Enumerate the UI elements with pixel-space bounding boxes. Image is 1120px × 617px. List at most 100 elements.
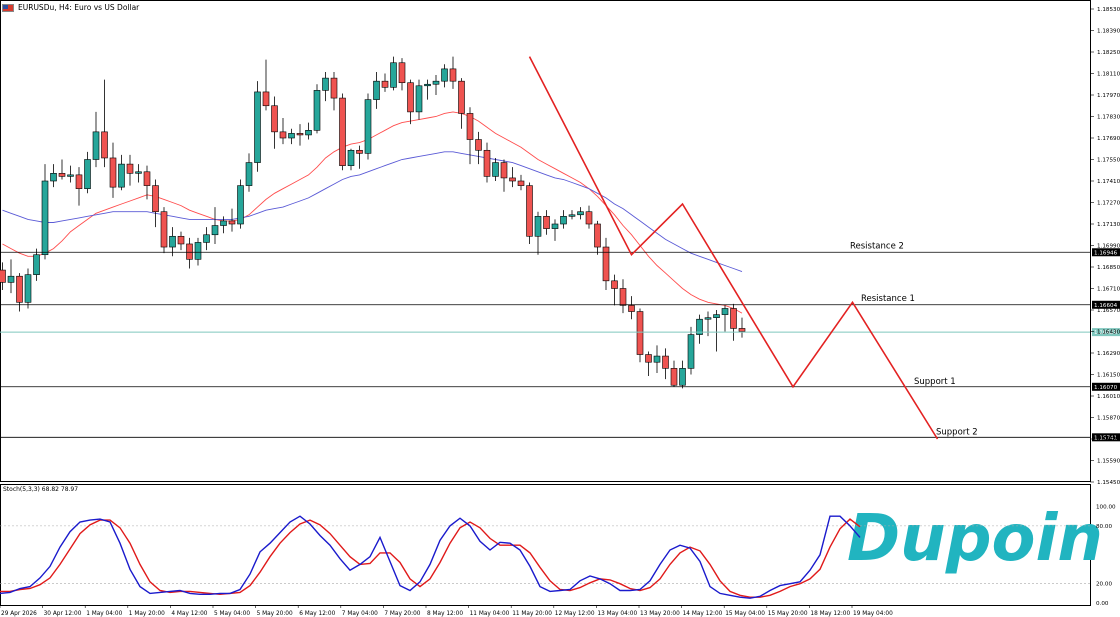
candle (645, 351, 652, 377)
ma-slow-line (2, 151, 743, 273)
candle (245, 153, 253, 192)
time-tick-label: 4 May 12:00 (171, 611, 207, 617)
candle (509, 167, 516, 188)
bid-tag (1092, 328, 1120, 337)
candles (0, 56, 746, 389)
price-tick-label: 1.17410 (1097, 179, 1120, 185)
time-tick-label: 1 May 04:00 (86, 611, 122, 617)
candle (611, 274, 618, 306)
candle (517, 174, 525, 191)
candle (322, 71, 329, 102)
candle (313, 84, 321, 134)
price-tick-label: 1.16570 (1097, 308, 1120, 314)
watermark-text: Dupoin (847, 502, 1103, 576)
dupoin-logo: Dupoin (847, 502, 1103, 576)
time-axis: 29 Apr 2026 30 Apr 12:00 1 May 04:00 1 May … (0, 605, 893, 617)
price-tick-label: 1.16430 (1097, 330, 1120, 336)
candle (364, 93, 372, 160)
candle (50, 164, 57, 188)
time-tick-label: 1 May 20:00 (129, 611, 165, 617)
price-tick-label: 1.17550 (1097, 158, 1120, 164)
price-tick-label: 1.18110 (1097, 72, 1120, 78)
candle (296, 124, 304, 146)
candle (228, 208, 236, 232)
price-tick-label: 1.18250 (1097, 50, 1120, 56)
candle (441, 64, 448, 88)
candle (356, 145, 363, 169)
time-tick-label: 12 May 12:00 (555, 611, 595, 617)
candle (109, 142, 117, 198)
candle (543, 210, 550, 235)
candle (169, 227, 176, 257)
candle (687, 326, 695, 375)
stoch-tick-label: 80.00 (1096, 524, 1112, 530)
candle (670, 360, 678, 387)
candle (152, 179, 159, 228)
time-tick-label: 30 Apr 12:00 (44, 611, 82, 617)
candle (602, 237, 610, 291)
stoch-tick-label: 100.00 (1096, 505, 1116, 511)
price-tick-label: 1.17830 (1097, 115, 1120, 121)
price-tick-label: 1.17270 (1097, 201, 1120, 207)
candle (373, 71, 380, 109)
symbol-title: EURUSDu, H4: Euro vs US Dollar (18, 3, 140, 12)
price-tick-label: 1.16010 (1097, 394, 1120, 400)
levels: Resistance 2 1.16946 Resistance 1 1.16604 Su… (0, 241, 1120, 442)
candle (135, 164, 142, 183)
time-tick-label: 18 May 12:00 (810, 611, 850, 617)
price-tick-label: 1.16150 (1097, 373, 1120, 379)
time-tick-label: 8 May 12:00 (427, 611, 463, 617)
level-label: Support 1 (914, 377, 956, 387)
price-tick-label: 1.17130 (1097, 222, 1120, 228)
candle (330, 71, 338, 111)
candle (101, 79, 108, 168)
zigzag (528, 56, 939, 440)
candle (407, 79, 414, 125)
price-tick-label: 1.18530 (1097, 7, 1120, 13)
candle (449, 56, 457, 89)
candle (203, 227, 210, 251)
candle (432, 75, 440, 95)
level-label: Resistance 2 (850, 241, 904, 251)
candle (483, 142, 491, 183)
candle (662, 348, 669, 380)
candle (58, 159, 66, 180)
moving-averages (2, 111, 743, 314)
candle (143, 165, 151, 200)
candle (730, 303, 737, 341)
time-tick-label: 19 May 04:00 (853, 611, 893, 617)
candle (160, 207, 168, 254)
zigzag-line (528, 56, 939, 440)
price-tick-label: 1.16290 (1097, 351, 1120, 357)
price-tag-label: 1.16604 (1094, 303, 1118, 309)
candle (84, 151, 91, 194)
time-tick-label: 5 May 20:00 (257, 611, 293, 617)
stoch-k-line (0, 515, 861, 599)
bid-tag-label: 1.16426 (1094, 330, 1118, 336)
candle (339, 93, 346, 171)
price-tag (1092, 248, 1120, 257)
candle (458, 78, 465, 129)
candle (568, 210, 576, 220)
candle (738, 317, 746, 338)
time-tick-label: 6 May 12:00 (299, 611, 335, 617)
price-tag (1092, 300, 1120, 309)
price-pane-border (0, 0, 1091, 482)
price-tick-label: 1.16990 (1097, 244, 1120, 250)
price-tick-label: 1.16850 (1097, 265, 1120, 271)
candle (41, 164, 49, 260)
price-tick-label: 1.17970 (1097, 93, 1120, 99)
time-tick-label: 11 May 04:00 (470, 611, 510, 617)
candle (619, 279, 627, 314)
price-tick-label: 1.18390 (1097, 29, 1120, 35)
time-tick-label: 11 May 20:00 (512, 611, 552, 617)
candle (526, 182, 533, 244)
candle (653, 345, 661, 373)
candle (7, 259, 15, 294)
candle (186, 237, 193, 269)
candle (75, 167, 83, 206)
candle (67, 165, 74, 183)
candle (194, 237, 202, 266)
